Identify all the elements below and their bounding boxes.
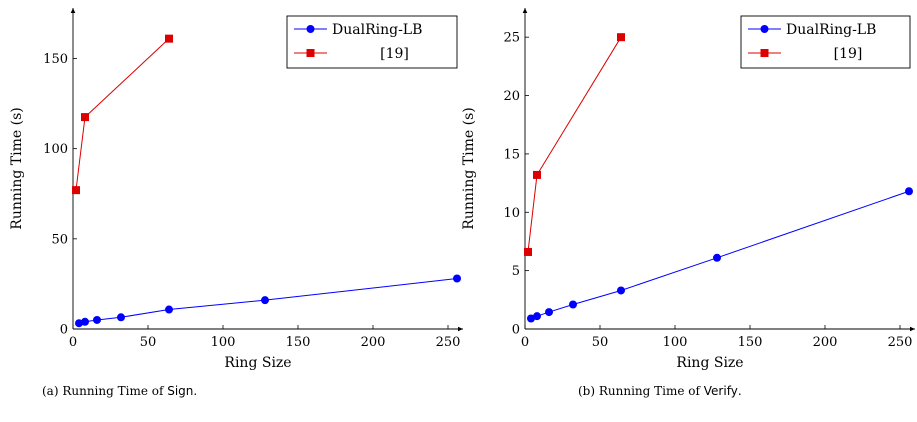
- legend: DualRing-LB [19]: [286, 15, 458, 69]
- y-tick-label: 0: [512, 323, 520, 338]
- caption-prefix: (b) Running Time of: [578, 384, 704, 398]
- x-axis-label: Ring Size: [676, 355, 743, 371]
- data-point: [81, 113, 89, 122]
- x-axis-arrow: [910, 326, 915, 332]
- y-tick-label: 0: [60, 323, 68, 338]
- x-tick-label: 250: [436, 335, 461, 350]
- legend: DualRing-LB [19]: [740, 15, 911, 69]
- caption-name: Verify: [703, 384, 738, 398]
- caption-suffix: .: [193, 384, 198, 398]
- data-point: [617, 33, 625, 42]
- y-axis-label: Running Time (s): [461, 107, 477, 229]
- caption-name: Sign: [167, 384, 194, 398]
- chart-verify: 0 50 100 150 200 250 0 5 10 15 20 25 Ring Size Runnin…: [461, 8, 915, 371]
- data-point: [569, 300, 577, 309]
- legend-entry: DualRing-LB: [294, 22, 422, 38]
- legend-label: [19]: [834, 46, 863, 62]
- y-axis-arrow: [70, 8, 76, 13]
- data-point: [905, 187, 913, 196]
- data-point: [713, 253, 721, 262]
- data-point: [533, 170, 541, 179]
- x-tick-label: 250: [888, 335, 913, 350]
- data-point: [261, 296, 269, 305]
- data-point: [75, 319, 83, 328]
- y-tick-label: 150: [43, 52, 68, 67]
- series-dualring-lb: [75, 274, 461, 328]
- x-tick-label: 50: [140, 335, 157, 350]
- series-ref-19: [524, 33, 625, 256]
- x-tick-label: 50: [592, 335, 609, 350]
- data-point: [72, 186, 80, 195]
- series-line: [527, 36, 622, 253]
- x-tick-label: 200: [361, 335, 386, 350]
- data-point: [527, 314, 535, 323]
- x-tick-label: 100: [211, 335, 236, 350]
- data-point: [81, 317, 89, 326]
- legend-entry: [19]: [294, 46, 409, 62]
- legend-entry: [19]: [748, 46, 862, 62]
- caption-verify: (b) Running Time of Verify.: [578, 384, 742, 398]
- y-tick-label: 25: [503, 31, 520, 46]
- legend-box: [286, 15, 458, 69]
- data-point: [165, 305, 173, 314]
- data-point: [93, 315, 101, 324]
- legend-marker: [306, 25, 315, 33]
- series-line: [530, 190, 910, 319]
- y-tick-label: 5: [512, 264, 520, 279]
- data-point: [617, 286, 625, 295]
- data-point: [453, 274, 461, 283]
- legend-label: [19]: [380, 46, 409, 62]
- series-ref-19: [72, 34, 173, 195]
- x-tick-label: 150: [286, 335, 311, 350]
- x-tick-label: 100: [663, 335, 688, 350]
- legend-entry: DualRing-LB: [748, 22, 876, 38]
- legend-marker: [306, 49, 315, 57]
- data-point: [165, 34, 173, 43]
- legend-marker: [760, 49, 769, 57]
- y-axis-label: Running Time (s): [9, 107, 25, 229]
- caption-prefix: (a) Running Time of: [42, 384, 168, 398]
- y-axis-arrow: [522, 8, 528, 13]
- legend-label: DualRing-LB: [786, 22, 876, 38]
- caption-suffix: .: [737, 384, 742, 398]
- legend-box: [740, 15, 911, 69]
- x-tick-label: 0: [69, 335, 77, 350]
- x-axis-label: Ring Size: [224, 355, 291, 371]
- y-tick-label: 20: [503, 89, 520, 104]
- legend-label: DualRing-LB: [332, 22, 422, 38]
- legend-marker: [760, 25, 769, 33]
- x-axis-arrow: [458, 326, 463, 332]
- data-point: [524, 247, 532, 256]
- x-tick-label: 0: [521, 335, 529, 350]
- data-point: [117, 313, 125, 322]
- data-point: [545, 308, 553, 317]
- chart-sign: 0 50 100 150 200 250 0 50 100 150 Ring Size Running…: [9, 8, 463, 371]
- y-tick-label: 15: [503, 147, 520, 162]
- y-tick-label: 50: [51, 232, 68, 247]
- series-dualring-lb: [527, 187, 913, 323]
- x-tick-label: 200: [813, 335, 838, 350]
- caption-sign: (a) Running Time of Sign.: [42, 384, 197, 398]
- series-line: [75, 38, 170, 191]
- data-point: [533, 312, 541, 321]
- x-tick-label: 150: [738, 335, 763, 350]
- y-tick-label: 100: [43, 142, 68, 157]
- y-tick-label: 10: [503, 206, 520, 221]
